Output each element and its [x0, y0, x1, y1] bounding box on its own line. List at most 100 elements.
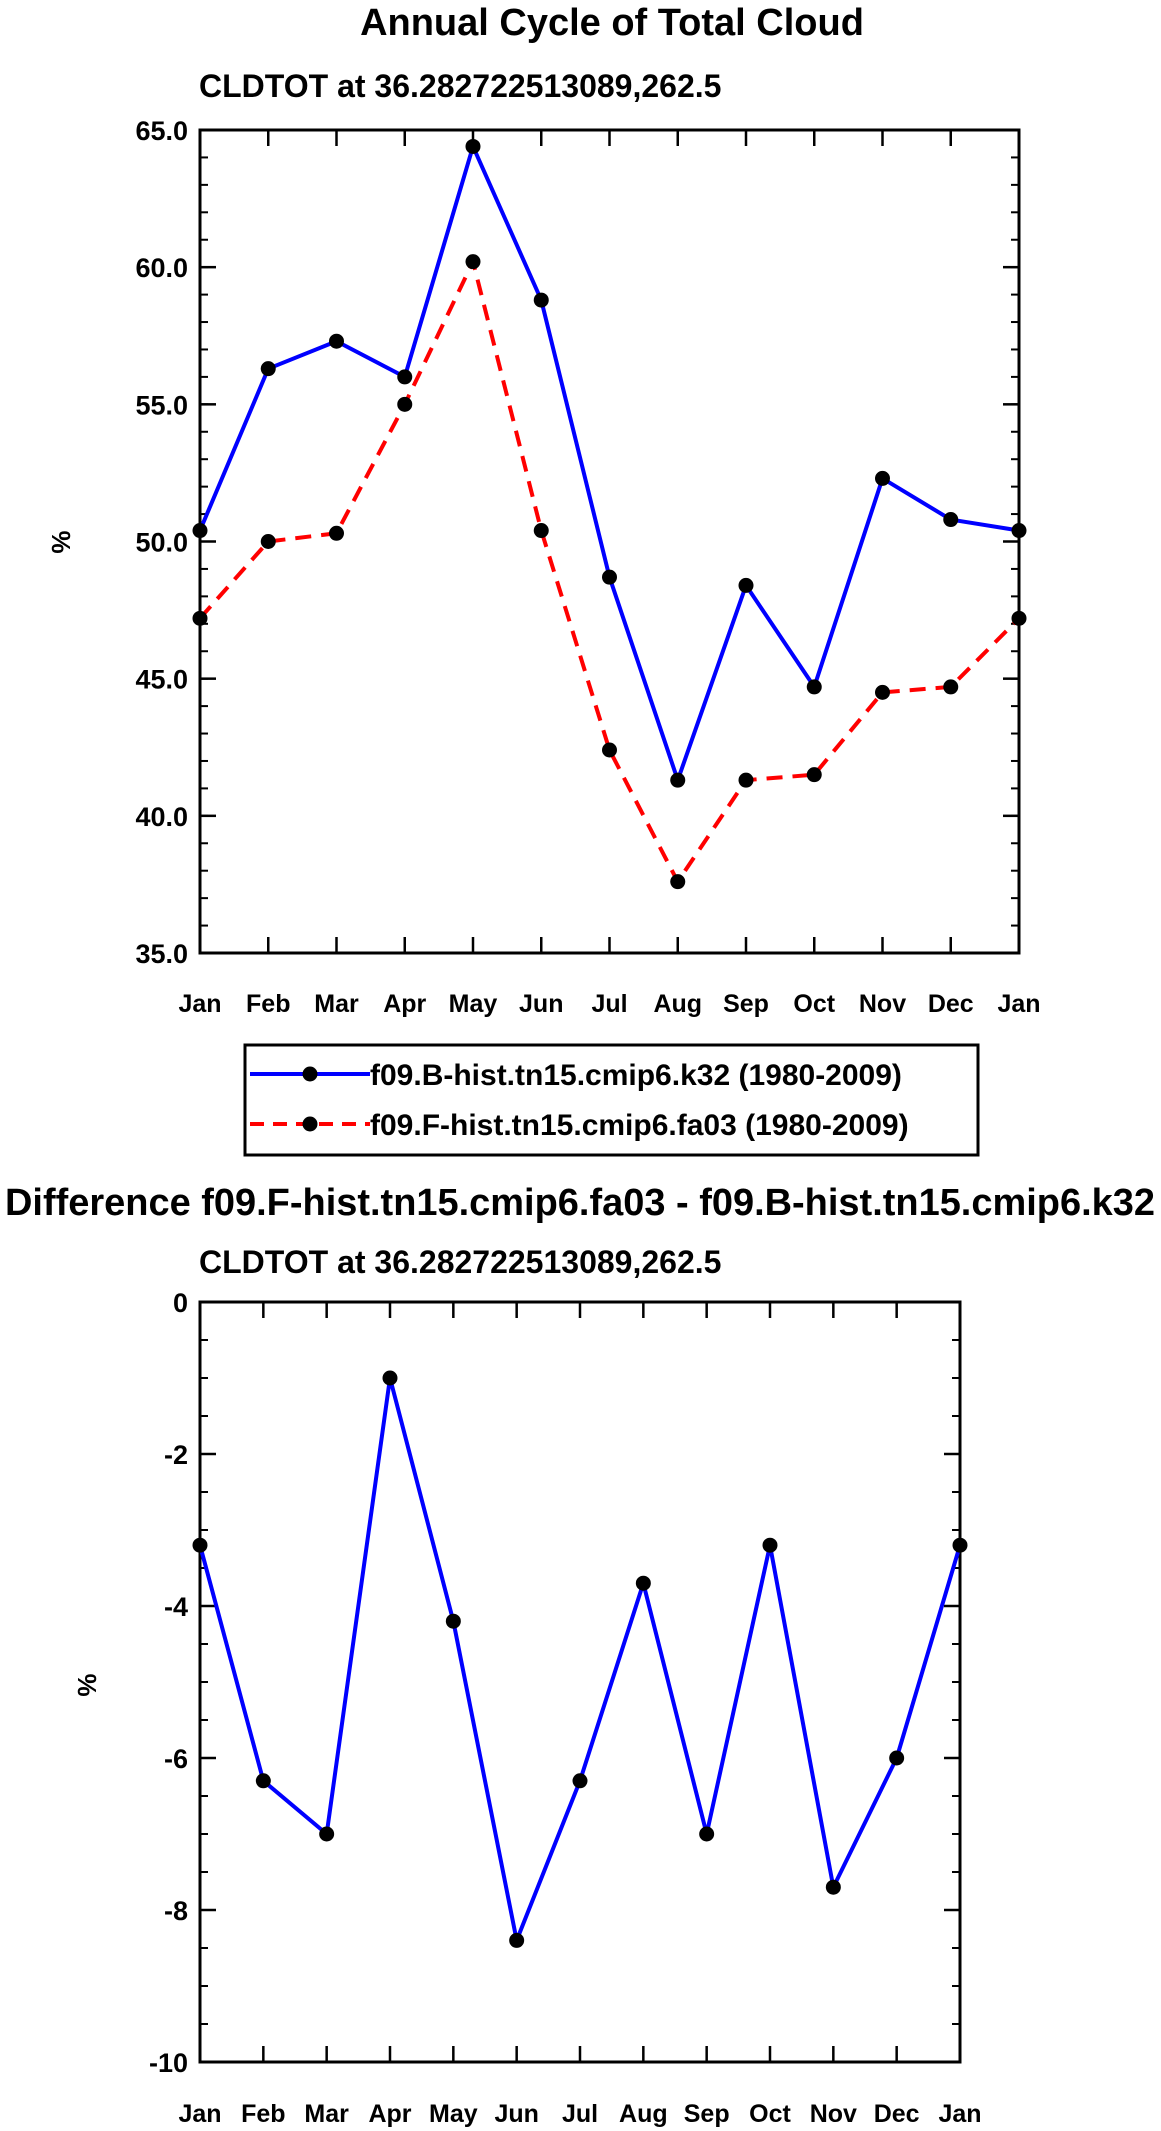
series-line-1: [198, 1376, 962, 1943]
data-point-series-1: [699, 1826, 715, 1842]
chart-2-subtitle: CLDTOT at 36.282722513089,262.5: [199, 1244, 721, 1280]
x-tick-label: May: [449, 990, 498, 1018]
data-point-series-2: [329, 525, 344, 541]
x-tick-label: Oct: [793, 990, 835, 1018]
x-tick-label: Dec: [874, 2100, 920, 2128]
x-tick-label: May: [429, 2100, 478, 2128]
chart-1-subtitle: CLDTOT at 36.282722513089,262.5: [199, 68, 721, 104]
data-point-series-1: [255, 1773, 271, 1789]
x-tick-label: Nov: [810, 2100, 857, 2128]
chart-2-frame: [198, 1300, 962, 2064]
x-tick-label: Apr: [368, 2100, 411, 2128]
legend-label-model-b: f09.B-hist.tn15.cmip6.k32 (1980-2009): [370, 1059, 902, 1092]
chart-2: Difference f09.F-hist.tn15.cmip6.fa03 - …: [5, 1182, 1155, 2128]
x-tick-label: Sep: [723, 990, 769, 1018]
data-point-series-2: [738, 772, 754, 788]
y-tick-label: 50.0: [135, 528, 188, 558]
legend-marker-model-b: [302, 1066, 318, 1082]
y-tick-label: -2: [164, 1440, 188, 1470]
data-point-series-2: [397, 396, 413, 412]
chart-1-plot: 35.0 40.0 45.0 50.0 55.0 60.0 65.0 Jan Feb Mar Apr…: [135, 116, 1040, 1018]
legend-label-model-f: f09.F-hist.tn15.cmip6.fa03 (1980-2009): [370, 1109, 909, 1142]
data-point-series-1: [670, 772, 686, 788]
chart-2-plot: -10 -8 -6 -4 -2 0 Jan Feb Mar Apr May Jun Jul Aug Sep O…: [149, 1288, 982, 2128]
data-point-series-1: [192, 1537, 208, 1553]
data-point-series-2: [465, 254, 481, 270]
x-tick-label: Dec: [928, 990, 974, 1018]
x-tick-label: Jan: [178, 2100, 221, 2128]
y-tick-label: -10: [149, 2048, 188, 2078]
data-point-series-1: [889, 1750, 905, 1766]
legend-box: [243, 1043, 980, 1157]
x-tick-label: Feb: [241, 2100, 285, 2128]
x-tick-label: Apr: [383, 990, 426, 1018]
data-point-series-1: [509, 1932, 525, 1948]
data-point-series-2: [1011, 610, 1027, 626]
y-tick-label: 45.0: [135, 665, 188, 695]
x-tick-label: Aug: [653, 990, 702, 1018]
chart-1-title: Annual Cycle of Total Cloud: [360, 2, 864, 44]
legend-marker-model-f: [302, 1116, 318, 1132]
data-point-series-1: [445, 1613, 461, 1629]
chart-2-y-axis-label: %: [72, 1673, 102, 1696]
x-tick-label: Jul: [591, 990, 627, 1018]
y-tick-label: 40.0: [135, 802, 188, 832]
legend-item-model-f: f09.F-hist.tn15.cmip6.fa03 (1980-2009): [250, 1109, 909, 1142]
data-point-series-2: [806, 767, 822, 783]
x-tick-label: Sep: [684, 2100, 730, 2128]
data-point-series-1: [943, 512, 959, 528]
x-tick-label: Jan: [997, 990, 1040, 1018]
data-point-series-1: [260, 361, 276, 377]
x-tick-label: Feb: [246, 990, 290, 1018]
x-tick-label: Jun: [519, 990, 563, 1018]
x-tick-label: Aug: [619, 2100, 668, 2128]
y-tick-label: 35.0: [135, 939, 188, 969]
data-point-series-1: [192, 523, 208, 539]
data-point-series-1: [1011, 523, 1027, 539]
x-tick-label: Mar: [304, 2100, 349, 2128]
chart-1-frame: [198, 128, 1021, 955]
x-tick-label: Mar: [314, 990, 359, 1018]
chart-1: Annual Cycle of Total Cloud CLDTOT at 36…: [46, 2, 1041, 1018]
y-tick-label: 55.0: [135, 390, 188, 420]
y-tick-label: 0: [173, 1288, 188, 1318]
data-point-series-1: [952, 1537, 968, 1553]
x-tick-label: Jan: [938, 2100, 981, 2128]
x-tick-label: Jun: [494, 2100, 538, 2128]
data-point-series-2: [875, 684, 890, 700]
chart-1-y-axis-label: %: [46, 530, 76, 553]
y-tick-label: 60.0: [135, 253, 188, 283]
data-point-series-2: [943, 679, 959, 695]
data-point-series-1: [382, 1370, 398, 1386]
x-tick-label: Jan: [178, 990, 221, 1018]
series-line-1: [198, 144, 1020, 783]
data-point-series-1: [825, 1879, 841, 1895]
y-tick-label: -8: [164, 1896, 188, 1926]
data-point-series-1: [329, 333, 344, 349]
x-tick-label: Nov: [859, 990, 906, 1018]
data-point-series-2: [260, 534, 276, 549]
y-tick-label: -6: [164, 1744, 188, 1774]
x-tick-label: Jul: [562, 2100, 598, 2128]
data-point-series-1: [319, 1826, 335, 1842]
data-point-series-1: [806, 679, 822, 695]
data-point-series-1: [533, 292, 549, 308]
data-point-series-2: [670, 874, 686, 890]
chart-2-title: Difference f09.F-hist.tn15.cmip6.fa03 - …: [5, 1182, 1155, 1224]
data-point-series-2: [602, 742, 617, 758]
data-point-series-1: [465, 138, 481, 154]
data-point-series-2: [533, 523, 549, 539]
data-point-series-1: [572, 1773, 588, 1789]
data-point-series-1: [635, 1575, 651, 1591]
data-point-series-2: [192, 610, 208, 626]
data-point-series-1: [762, 1537, 778, 1553]
y-tick-label: -4: [164, 1592, 188, 1622]
legend-item-model-b: f09.B-hist.tn15.cmip6.k32 (1980-2009): [250, 1059, 902, 1092]
chart-1-legend: f09.B-hist.tn15.cmip6.k32 (1980-2009) f0…: [243, 1043, 980, 1157]
data-point-series-1: [397, 369, 413, 385]
data-point-series-1: [602, 569, 617, 585]
data-point-series-1: [875, 470, 890, 486]
y-tick-label: 65.0: [135, 116, 188, 146]
data-point-series-1: [738, 577, 754, 593]
